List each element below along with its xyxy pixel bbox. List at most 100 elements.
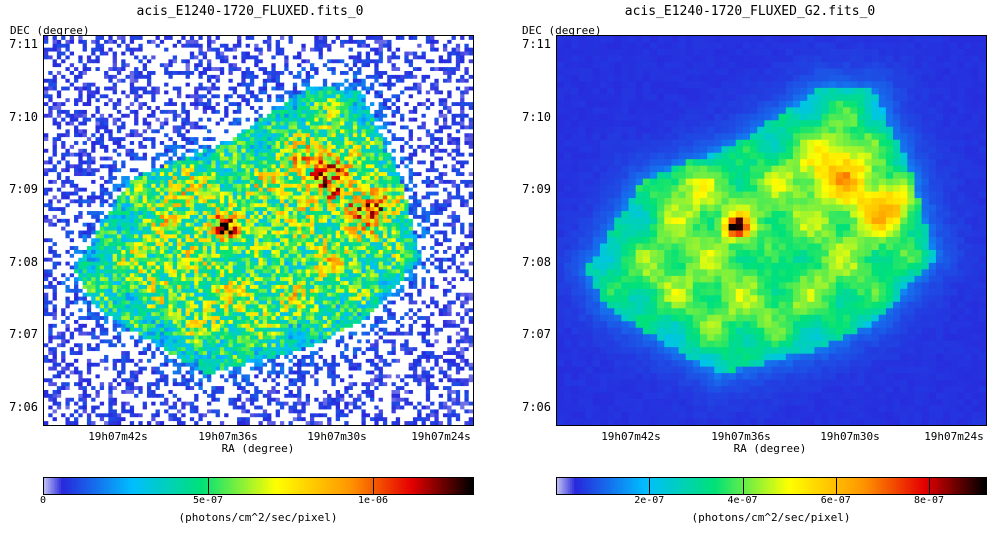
heatmap-cell [48, 156, 54, 162]
heatmap-cell [168, 109, 174, 115]
heatmap-cell [455, 203, 461, 208]
heatmap-cell [138, 94, 144, 99]
heatmap-cell [65, 152, 71, 158]
heatmap-cell [361, 121, 367, 127]
heatmap-cell [370, 156, 375, 162]
heatmap-cell [258, 78, 264, 84]
heatmap-cell [322, 137, 328, 142]
heatmap-cell [468, 187, 473, 193]
heatmap-cell [249, 121, 255, 127]
heatmap-cell [155, 39, 161, 45]
heatmap-cell [314, 94, 320, 99]
heatmap-cell [91, 172, 97, 177]
heatmap-cell [400, 133, 405, 138]
heatmap-cell [352, 183, 358, 189]
heatmap-cell [318, 59, 324, 64]
heatmap-cell [181, 199, 187, 204]
heatmap-cell [434, 148, 440, 154]
heatmap-cell [104, 176, 109, 181]
heatmap-cell [138, 191, 144, 197]
heatmap-cell [146, 109, 152, 115]
heatmap-cell [151, 129, 157, 134]
heatmap-cell [215, 71, 221, 76]
heatmap-cell [327, 160, 333, 165]
heatmap-cell [194, 222, 200, 228]
heatmap-cell [430, 43, 435, 49]
heatmap-cell [258, 86, 264, 92]
heatmap-cell [129, 63, 135, 68]
heatmap-cell [460, 86, 466, 92]
heatmap-cell [52, 47, 58, 53]
heatmap-cell [249, 179, 255, 185]
heatmap-cell [314, 71, 320, 76]
heatmap-cell [198, 51, 204, 57]
heatmap-cell [447, 125, 453, 130]
heatmap-cell [335, 176, 341, 181]
heatmap-cell [271, 222, 277, 228]
heatmap-cell [65, 133, 71, 138]
heatmap-cell [245, 211, 251, 216]
heatmap-cell [318, 67, 324, 72]
heatmap-cell [382, 214, 388, 220]
left-plot-frame[interactable] [43, 35, 474, 426]
heatmap-cell [146, 102, 152, 107]
heatmap-cell [151, 43, 157, 49]
heatmap-cell [271, 67, 277, 72]
heatmap-cell [271, 203, 277, 208]
heatmap-cell [352, 71, 358, 76]
heatmap-cell [284, 148, 290, 154]
heatmap-cell [189, 43, 195, 49]
heatmap-cell [314, 214, 320, 220]
heatmap-cell [116, 90, 122, 95]
heatmap-cell [129, 141, 135, 146]
heatmap-cell [168, 211, 174, 216]
heatmap-cell [352, 195, 358, 200]
heatmap-cell [61, 67, 67, 72]
heatmap-cell [395, 125, 401, 130]
heatmap-cell [138, 82, 144, 88]
heatmap-cell [155, 222, 161, 228]
heatmap-cell [348, 109, 354, 115]
heatmap-cell [129, 176, 135, 181]
heatmap-cell [164, 78, 170, 84]
heatmap-cell [168, 152, 174, 158]
heatmap-cell [56, 82, 62, 88]
heatmap-cell [357, 218, 363, 224]
heatmap-cell [249, 55, 255, 60]
heatmap-cell [322, 164, 328, 169]
heatmap-cell [262, 218, 268, 224]
heatmap-cell [219, 222, 225, 228]
heatmap-cell [374, 199, 380, 204]
heatmap-cell [241, 222, 247, 228]
heatmap-cell [86, 152, 92, 158]
heatmap-cell [271, 156, 277, 162]
heatmap-cell [352, 144, 358, 150]
heatmap-cell [91, 168, 97, 173]
heatmap-cell [430, 152, 435, 158]
heatmap-cell [305, 172, 311, 177]
heatmap-cell [297, 214, 302, 220]
heatmap-cell [322, 74, 328, 80]
heatmap-cell [271, 39, 277, 45]
heatmap-cell [224, 98, 230, 103]
heatmap-cell [172, 164, 178, 169]
heatmap-cell [164, 183, 170, 189]
heatmap-cell [224, 218, 230, 224]
heatmap-cell [219, 71, 225, 76]
heatmap-cell [258, 156, 264, 162]
heatmap-cell [194, 43, 200, 49]
heatmap-cell [292, 148, 298, 154]
heatmap-cell [395, 222, 401, 228]
heatmap-cell [442, 211, 448, 216]
heatmap-cell [425, 164, 431, 169]
heatmap-cell [78, 43, 84, 49]
heatmap-cell [52, 141, 58, 146]
heatmap-cell [52, 160, 58, 165]
heatmap-cell [322, 183, 328, 189]
heatmap-cell [412, 203, 418, 208]
heatmap-cell [202, 109, 208, 115]
heatmap-cell [125, 113, 131, 119]
heatmap-cell [309, 109, 315, 115]
heatmap-cell [331, 117, 337, 123]
heatmap-cell [391, 86, 397, 92]
